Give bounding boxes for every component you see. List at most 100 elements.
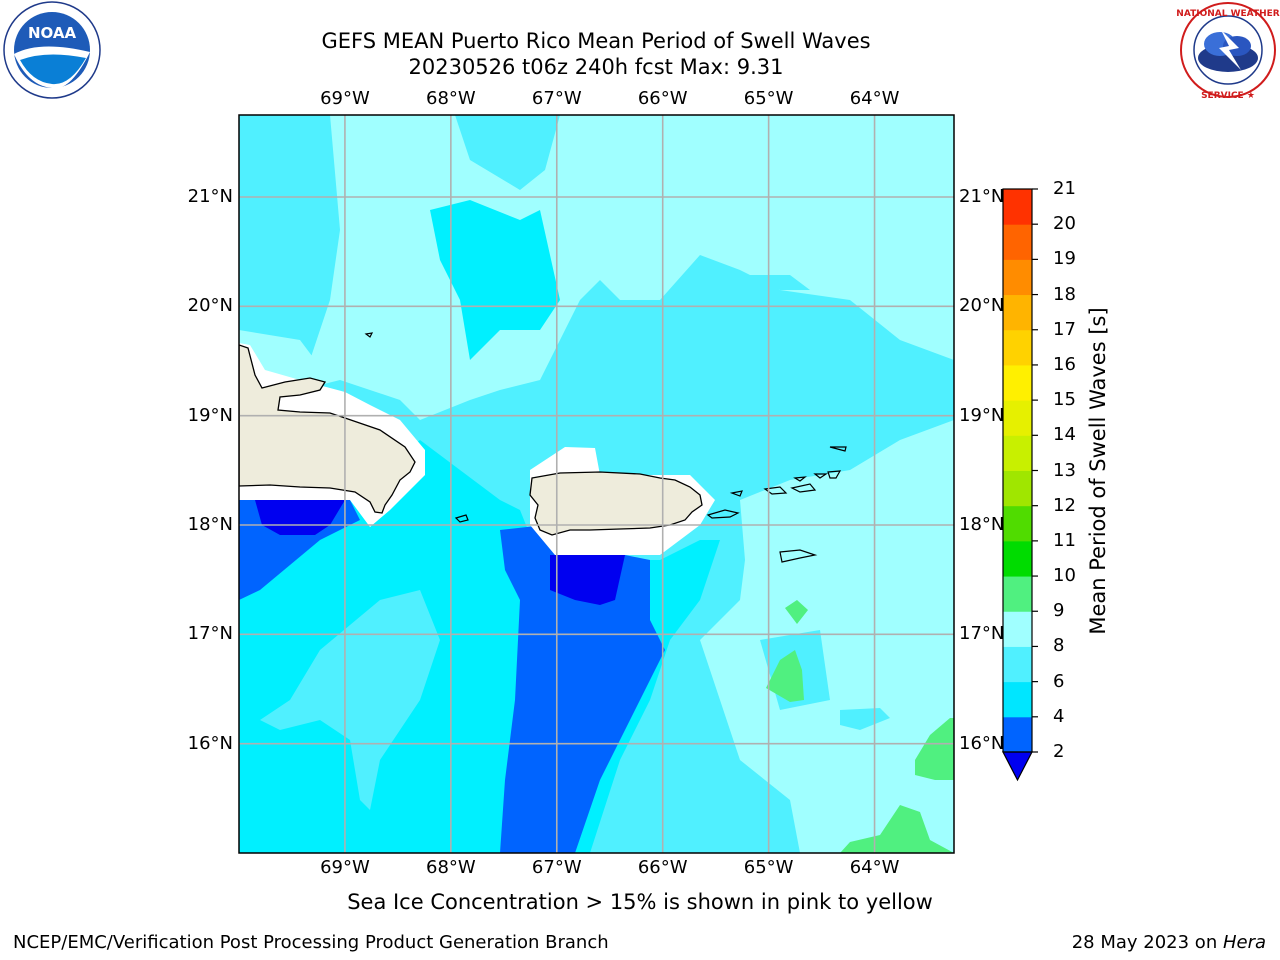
colorbar-tick-label: 20 xyxy=(1053,213,1076,235)
contour-band-2-4 xyxy=(500,525,665,853)
contour-band-8-9 xyxy=(700,420,954,853)
colorbar-tick-label: 8 xyxy=(1053,635,1065,657)
contour-band-8-9 xyxy=(300,115,954,420)
island xyxy=(790,483,817,493)
contour-band-6-8 xyxy=(840,708,890,730)
colorbar-segment xyxy=(1003,611,1032,647)
colorbar-tick-label: 18 xyxy=(1053,283,1076,305)
date-stamp: 28 May 2023 on Hera xyxy=(1072,932,1266,953)
colorbar-segment xyxy=(1003,259,1032,296)
colorbar-segment xyxy=(1003,576,1032,612)
lon-label-bottom: 67°W xyxy=(531,857,582,878)
contour-band-8-9 xyxy=(580,115,660,190)
colorbar-tick-label: 12 xyxy=(1053,494,1076,516)
contour-band-9-10 xyxy=(785,600,808,624)
colorbar-tick-label: 9 xyxy=(1053,600,1065,622)
date-text: 28 May 2023 on xyxy=(1071,932,1223,953)
svg-text:NOAA: NOAA xyxy=(28,24,77,42)
lon-label-bottom: 68°W xyxy=(425,857,476,878)
lon-label-bottom: 65°W xyxy=(743,857,794,878)
colorbar-segment xyxy=(1003,294,1032,331)
lat-label-left: 21°N xyxy=(187,186,233,207)
lon-label-top: 66°W xyxy=(637,88,688,109)
map-frame xyxy=(238,114,955,854)
colorbar-tick-label: 2 xyxy=(1053,741,1065,762)
noaa-logo-icon: NOAA xyxy=(3,1,101,99)
colorbar-segment xyxy=(1003,470,1032,507)
colorbar-tick-label: 17 xyxy=(1053,318,1076,340)
colorbar-segment xyxy=(1003,435,1032,471)
lon-label-top: 68°W xyxy=(425,88,476,109)
contour-band-9-10 xyxy=(766,650,804,702)
island xyxy=(364,332,374,338)
colorbar-tick-label: 6 xyxy=(1053,670,1065,692)
colorbar-label: Mean Period of Swell Waves [s] xyxy=(1086,307,1110,635)
colorbar-segment xyxy=(1003,329,1032,366)
puerto-rico-land xyxy=(529,471,703,536)
lat-label-right: 20°N xyxy=(959,295,1005,317)
lat-label-left: 19°N xyxy=(187,404,233,426)
hispaniola-land xyxy=(239,344,416,514)
colorbar-tick-label: 4 xyxy=(1053,705,1065,727)
colorbar-segment xyxy=(1003,540,1032,577)
colorbar-under-arrow xyxy=(1002,751,1033,782)
sea-ice-footnote: Sea Ice Concentration > 15% is shown in … xyxy=(347,890,933,914)
island xyxy=(813,473,828,479)
lon-label-top: 64°W xyxy=(849,88,900,109)
island xyxy=(829,446,847,452)
lat-label-right: 16°N xyxy=(959,732,1005,754)
colorbar-segment xyxy=(1003,189,1032,225)
nws-logo-icon: NATIONAL WEATHER SERVICE ★ xyxy=(1176,2,1280,101)
colorbar-tick-label: 21 xyxy=(1053,178,1076,199)
credit-text: NCEP/EMC/Verification Post Processing Pr… xyxy=(13,932,609,953)
lon-label-bottom: 64°W xyxy=(849,857,900,878)
colorbar-tick-label: 13 xyxy=(1053,459,1076,481)
lon-label-top: 67°W xyxy=(531,88,582,109)
lat-label-left: 18°N xyxy=(187,514,233,535)
contour-band-6-8 xyxy=(258,240,275,262)
lat-label-right: 19°N xyxy=(959,404,1005,426)
colorbar-tick-label: 14 xyxy=(1053,424,1076,446)
svg-text:SERVICE ★: SERVICE ★ xyxy=(1201,91,1255,101)
lon-label-bottom: 69°W xyxy=(320,857,370,878)
graticule xyxy=(239,115,954,853)
colorbar-segment xyxy=(1003,364,1032,401)
colorbar-segment xyxy=(1003,224,1032,260)
island xyxy=(827,470,842,479)
island xyxy=(779,549,818,563)
island xyxy=(454,514,469,523)
colorbar-tick-label: 16 xyxy=(1053,353,1076,375)
contour-band-under-2 xyxy=(255,500,345,535)
island xyxy=(729,490,743,497)
contour-band-4-6 xyxy=(430,200,560,360)
map-subtitle: 20230526 t06z 240h fcst Max: 9.31 xyxy=(408,55,784,79)
colorbar-segment xyxy=(1003,505,1032,542)
contour-band-9-10 xyxy=(840,805,954,853)
lat-label-left: 16°N xyxy=(187,732,233,754)
lat-label-right: 17°N xyxy=(959,623,1005,645)
lat-label-right: 21°N xyxy=(959,186,1005,207)
island xyxy=(706,509,740,519)
contour-band-under-2 xyxy=(550,555,625,605)
island xyxy=(793,476,807,482)
lon-label-top: 65°W xyxy=(743,88,794,109)
colorbar-tick-label: 11 xyxy=(1053,529,1076,551)
colorbar-segment xyxy=(1003,716,1032,753)
contour-band-6-8 xyxy=(740,275,810,290)
island xyxy=(763,486,788,495)
lat-label-left: 20°N xyxy=(187,295,233,317)
map-title: GEFS MEAN Puerto Rico Mean Period of Swe… xyxy=(321,29,871,53)
colorbar xyxy=(1002,188,1038,782)
colorbar-segment xyxy=(1003,400,1032,436)
host-name: Hera xyxy=(1222,932,1266,953)
lat-label-left: 17°N xyxy=(187,623,233,645)
colorbar-tick-label: 15 xyxy=(1053,389,1076,411)
lat-label-right: 18°N xyxy=(959,514,1005,535)
lon-label-top: 69°W xyxy=(320,88,370,109)
colorbar-tick-label: 19 xyxy=(1053,248,1076,270)
lon-label-bottom: 66°W xyxy=(637,857,688,878)
colorbar-segment xyxy=(1003,681,1032,718)
contour-band-9-10 xyxy=(915,718,954,780)
colorbar-segment xyxy=(1003,646,1032,683)
